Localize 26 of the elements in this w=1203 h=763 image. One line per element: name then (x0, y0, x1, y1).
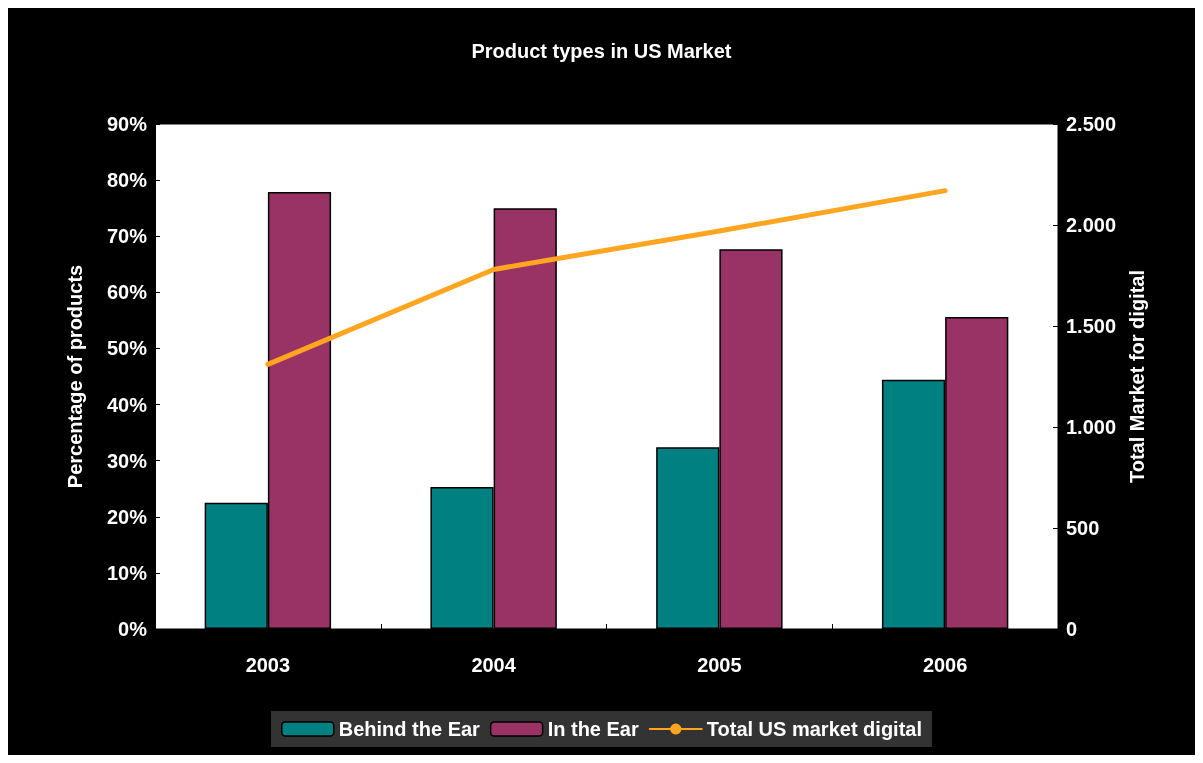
y-tick-label: 60% (106, 281, 148, 304)
y-axis-title: Percentage of products (64, 264, 86, 489)
legend-label: In the Ear (547, 718, 639, 740)
y2-tick-label: 2.000 (1066, 214, 1117, 236)
y-tick-label: 40% (106, 393, 148, 416)
x-tick-label: 2005 (697, 654, 742, 676)
y2-tick-label: 1.500 (1066, 315, 1117, 337)
chart-title: Product types in US Market (471, 40, 732, 62)
y-tick-label: 90% (106, 113, 148, 135)
y-tick-label: 30% (106, 449, 148, 472)
legend-label: Behind the Ear (338, 718, 481, 740)
y2-axis-title: Total Market for digital (1125, 270, 1148, 483)
y2-tick-label: 500 (1066, 517, 1100, 539)
x-tick-label: 2003 (245, 654, 291, 676)
x-tick-label: 2004 (471, 654, 517, 676)
legend-label: Total US market digital (706, 718, 922, 740)
y-tick-label: 50% (106, 337, 148, 360)
y2-tick-label: 0 (1066, 618, 1078, 640)
y-tick-label: 80% (106, 169, 148, 192)
y2-tick-label: 1.000 (1066, 416, 1117, 438)
y-tick-label: 20% (106, 505, 148, 528)
y-tick-label: 0% (118, 618, 148, 640)
y-tick-label: 10% (106, 561, 148, 584)
x-tick-label: 2006 (922, 654, 968, 676)
y-tick-label: 70% (106, 225, 148, 248)
y2-tick-label: 2.500 (1066, 113, 1117, 135)
